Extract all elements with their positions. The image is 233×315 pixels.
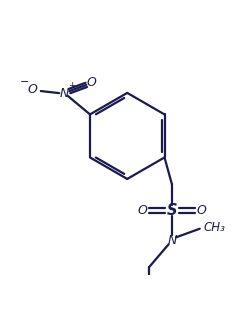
- Text: O: O: [86, 76, 96, 89]
- Text: −: −: [20, 77, 30, 87]
- Text: N: N: [167, 234, 177, 247]
- Text: O: O: [196, 204, 206, 217]
- Text: N: N: [60, 87, 69, 100]
- Text: O: O: [27, 83, 37, 95]
- Text: +: +: [68, 81, 76, 90]
- Text: S: S: [167, 203, 177, 218]
- Text: O: O: [137, 204, 147, 217]
- Text: CH₃: CH₃: [204, 220, 226, 234]
